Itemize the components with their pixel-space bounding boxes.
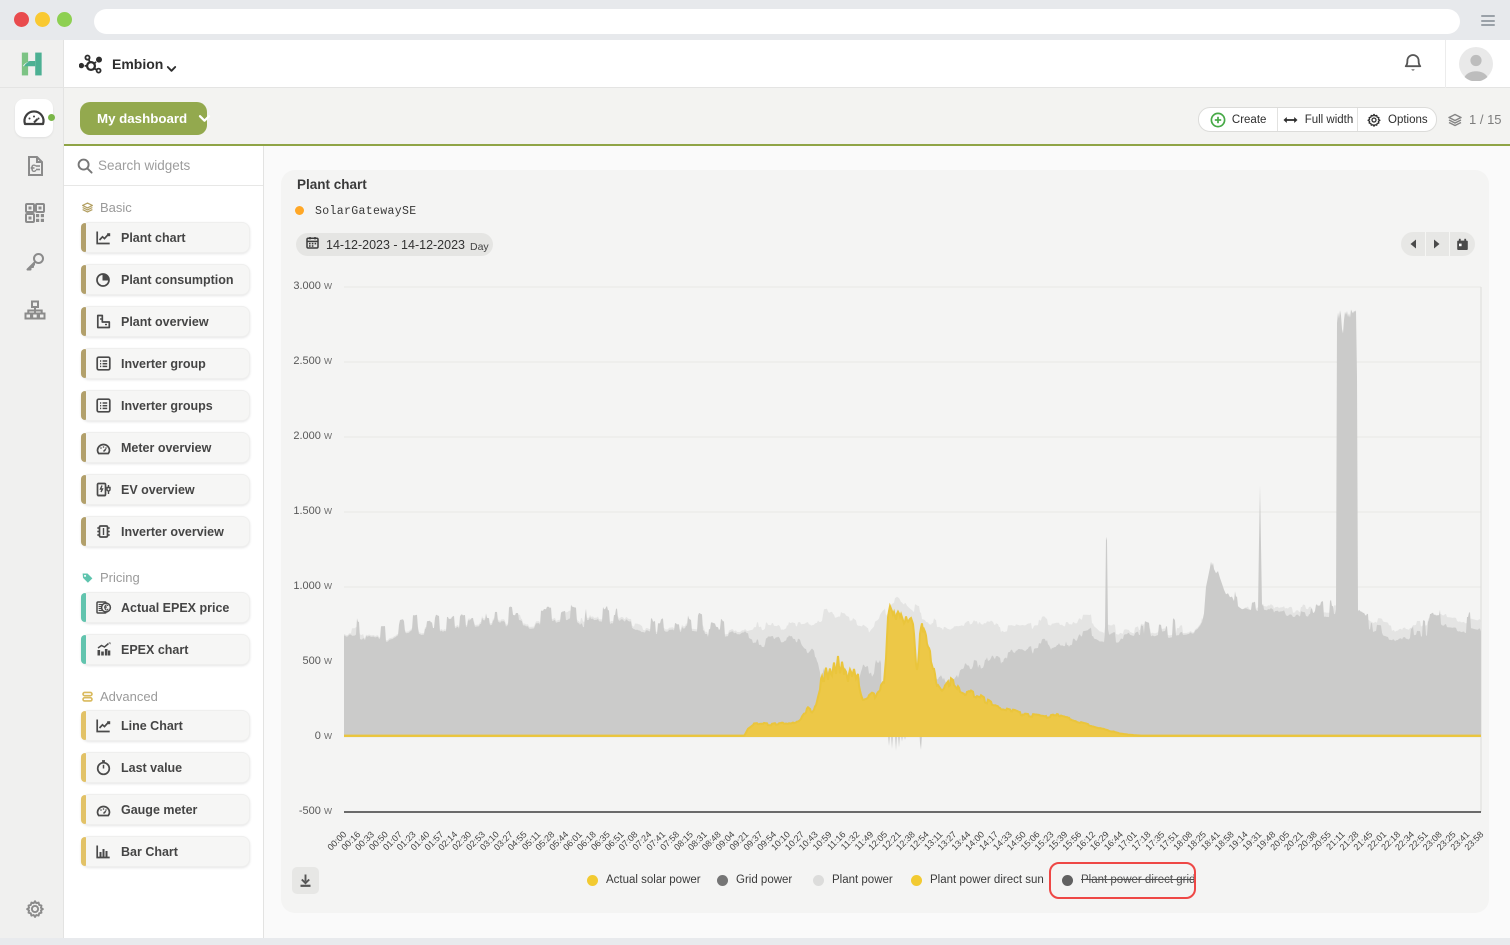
svg-text:€: €	[31, 163, 37, 175]
svg-text:€: €	[104, 603, 109, 613]
